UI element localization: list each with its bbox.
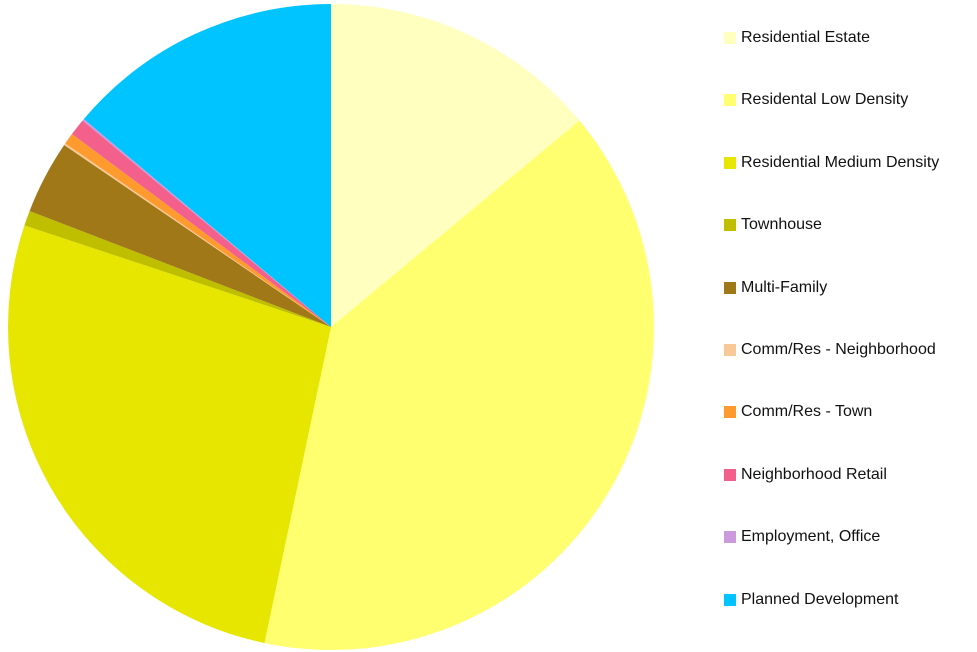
- legend-swatch: [724, 343, 736, 356]
- pie-slice-residential-medium-density: [8, 225, 331, 644]
- pie-slices: [8, 4, 655, 650]
- legend-item-multi-family: Multi-Family: [724, 277, 939, 299]
- legend-swatch: [724, 531, 736, 544]
- legend-label: Employment, Office: [741, 528, 881, 546]
- legend-swatch: [724, 32, 736, 44]
- pie-slice-employment-office: [82, 119, 331, 327]
- pie-slice-multi-family: [29, 144, 331, 327]
- legend-swatch: [724, 593, 736, 606]
- legend-label: Planned Development: [741, 590, 899, 608]
- legend-item-townhouse: Townhouse: [724, 214, 939, 236]
- pie-slice-residental-low-density: [264, 120, 655, 650]
- pie-slice-townhouse: [24, 210, 331, 327]
- legend-item-comm-res-neighborhood: Comm/Res - Neighborhood: [724, 339, 939, 361]
- pie-slice-residential-estate: [331, 4, 580, 327]
- legend-swatch: [724, 94, 736, 107]
- legend-label: Neighborhood Retail: [741, 465, 887, 483]
- pie-slice-planned-development: [83, 4, 331, 327]
- legend-swatch: [724, 406, 736, 419]
- legend-label: Multi-Family: [741, 278, 828, 296]
- legend-item-neighborhood-retail: Neighborhood Retail: [724, 464, 939, 486]
- legend-label: Townhouse: [741, 216, 822, 234]
- pie-slice-neighborhood-retail: [71, 120, 332, 328]
- legend-item-planned-development: Planned Development: [724, 589, 939, 611]
- pie-slice-comm-res-neighborhood: [64, 143, 332, 327]
- legend-item-comm-res-town: Comm/Res - Town: [724, 401, 939, 423]
- legend-label: Comm/Res - Town: [741, 403, 873, 421]
- chart-legend: Residential Estate Residental Low Density…: [724, 27, 939, 651]
- legend-swatch: [724, 156, 736, 169]
- legend-swatch: [724, 468, 736, 481]
- legend-item-employment-office: Employment, Office: [724, 526, 939, 548]
- legend-swatch: [724, 219, 736, 232]
- legend-label: Residential Estate: [741, 29, 870, 46]
- legend-label: Comm/Res - Neighborhood: [741, 340, 936, 358]
- pie-slice-comm-res-town: [65, 134, 331, 327]
- legend-item-residental-low-density: Residental Low Density: [724, 89, 939, 111]
- legend-item-residential-estate: Residential Estate: [724, 27, 939, 49]
- legend-item-residential-medium-density: Residential Medium Density: [724, 152, 939, 174]
- legend-swatch: [724, 281, 736, 294]
- legend-label: Residental Low Density: [741, 91, 909, 109]
- legend-label: Residential Medium Density: [741, 153, 940, 171]
